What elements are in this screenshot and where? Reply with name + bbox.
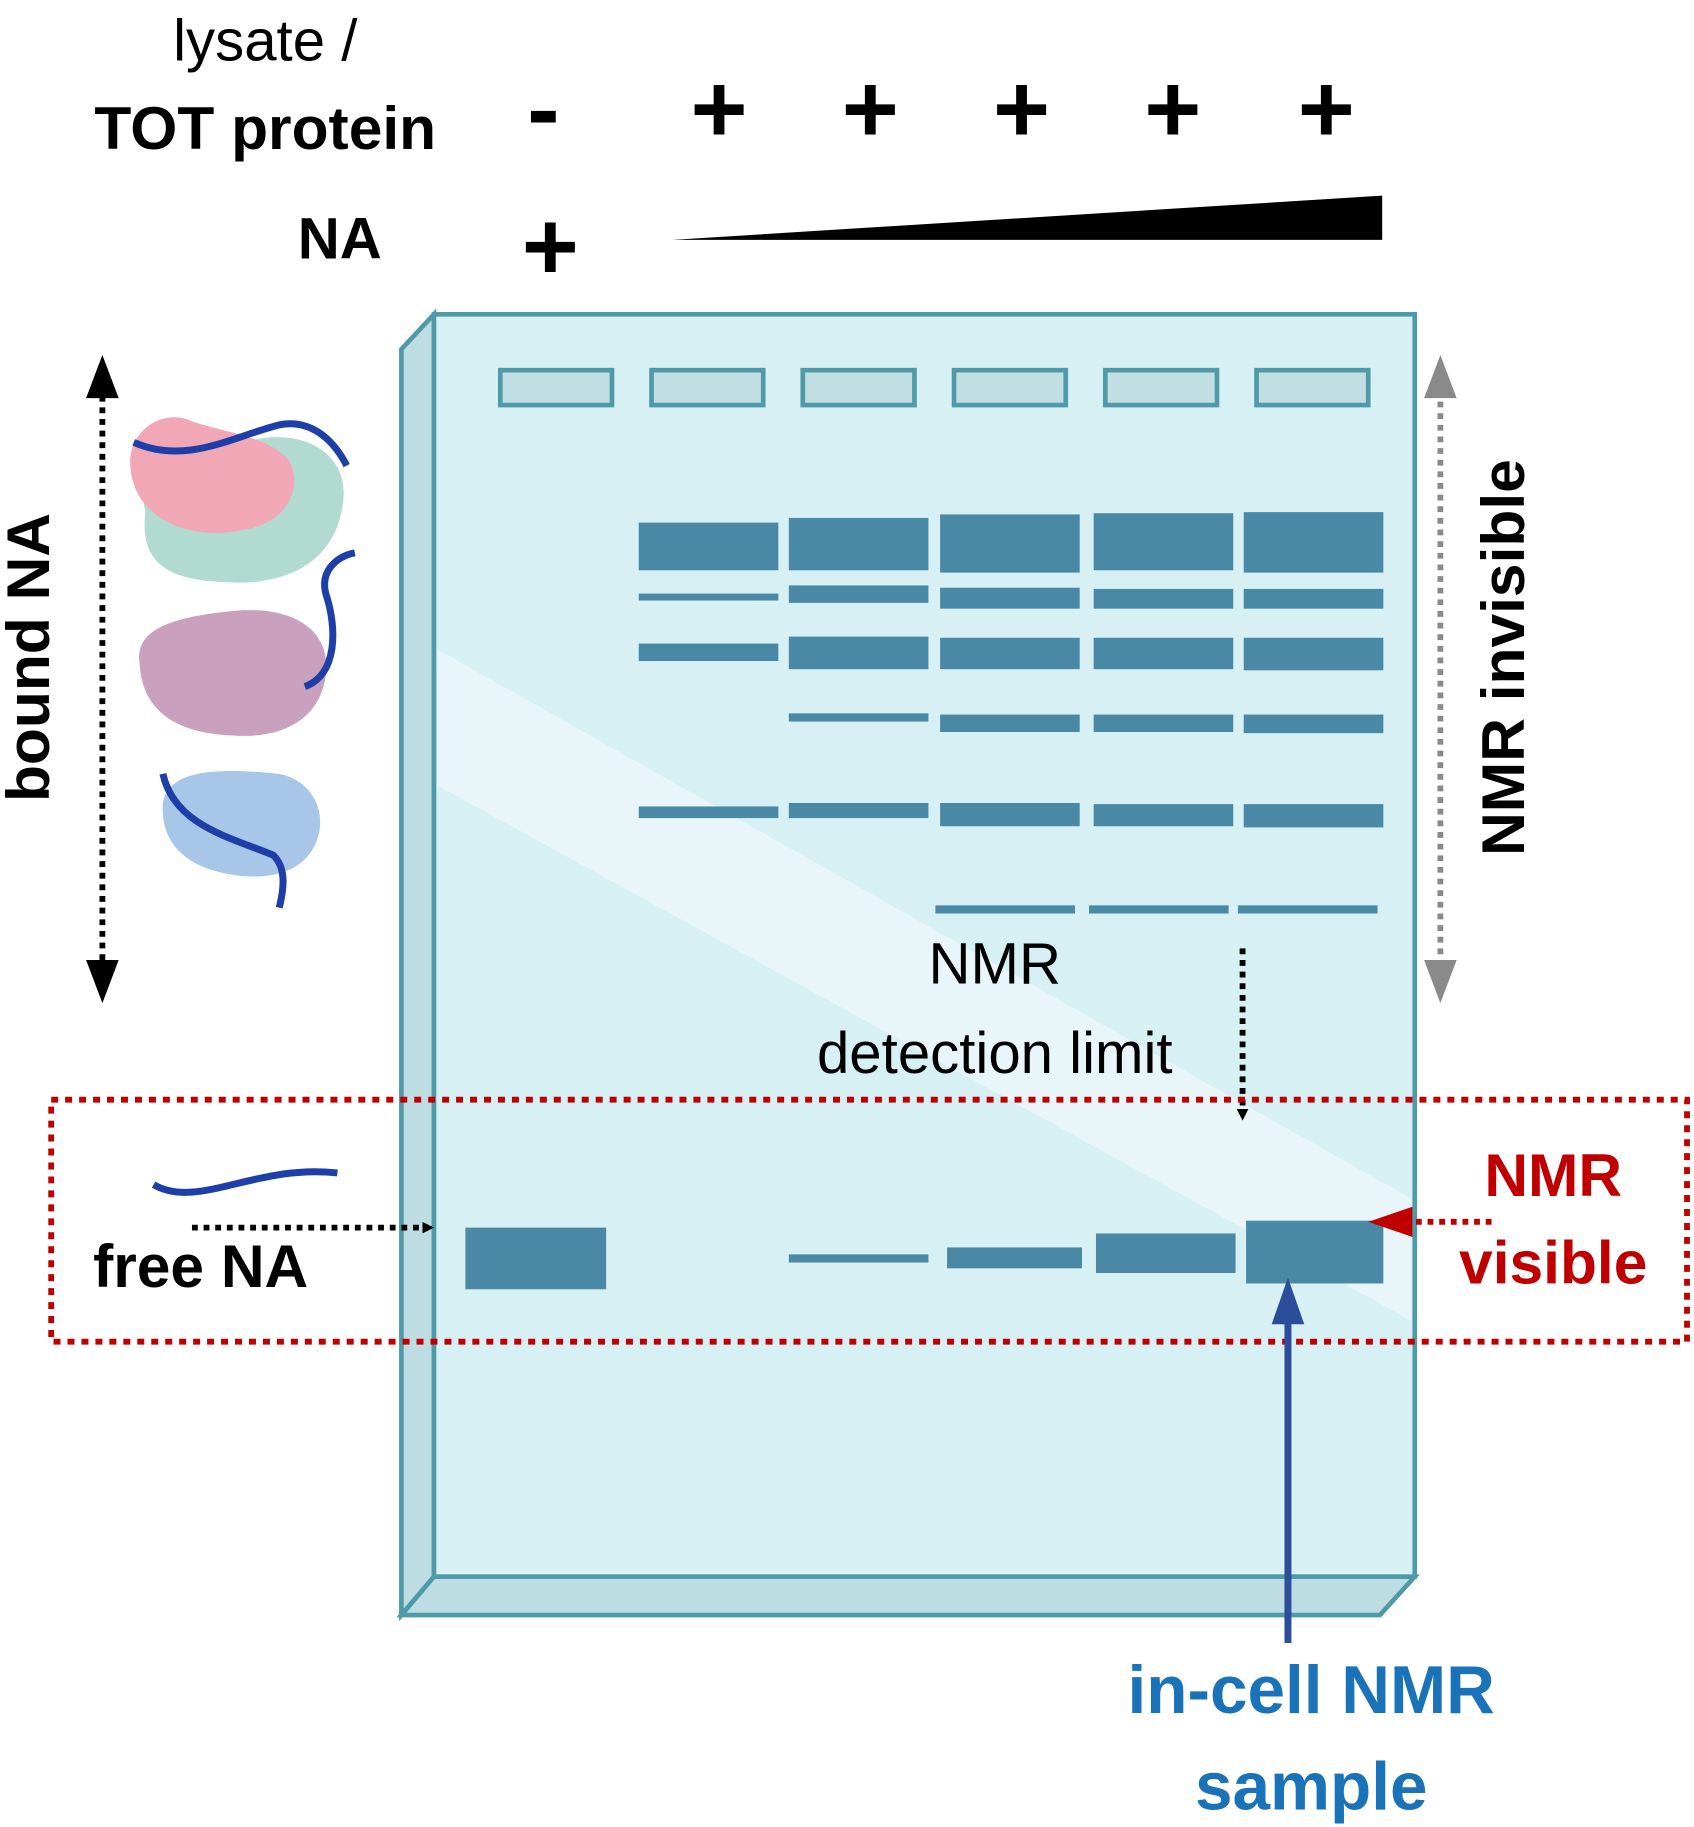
nmr-invisible-label: NMR invisible xyxy=(1469,459,1537,856)
bound-band xyxy=(788,713,929,722)
bound-band xyxy=(1093,804,1234,827)
bound-band xyxy=(638,522,779,571)
lane-signs: - + + + + + xyxy=(527,54,1355,163)
lysate-label: lysate / xyxy=(173,9,358,74)
tot-protein-label: TOT protein xyxy=(94,94,436,162)
bound-band xyxy=(1093,588,1234,609)
bound-band xyxy=(638,806,779,819)
lane-sign-1: - xyxy=(527,54,560,163)
arrow-down-icon xyxy=(86,960,119,1004)
na-label: NA xyxy=(298,206,382,271)
bound-band xyxy=(935,905,1076,914)
detection-label-1: NMR xyxy=(929,931,1061,996)
wells xyxy=(497,367,1371,408)
lane-sign-6: + xyxy=(1298,54,1355,163)
gray-arrow-down-icon xyxy=(1424,960,1457,1004)
nmr-visible-label-1: NMR xyxy=(1484,1141,1622,1209)
bound-band xyxy=(788,585,929,603)
blue-arrow-icon xyxy=(1271,1277,1305,1325)
free-na-label: free NA xyxy=(93,1232,308,1300)
lane-sign-2: + xyxy=(690,54,747,163)
detection-label-2: detection limit xyxy=(817,1021,1173,1086)
bound-band xyxy=(788,517,929,571)
free-na-band xyxy=(1095,1233,1236,1274)
well-3 xyxy=(800,367,917,408)
bound-band xyxy=(1237,905,1378,914)
bound-band xyxy=(1093,714,1234,732)
bound-band xyxy=(1243,512,1384,573)
na-gradient-wedge xyxy=(672,195,1383,240)
well-4 xyxy=(951,367,1069,408)
free-na-band xyxy=(1246,1220,1384,1284)
bound-na-label: bound NA xyxy=(0,513,62,802)
gel-bottom-face xyxy=(396,1574,1421,1618)
free-na-band xyxy=(947,1247,1083,1269)
well-2 xyxy=(649,367,766,408)
bound-band xyxy=(1243,637,1384,671)
bound-band xyxy=(638,643,779,662)
bound-band xyxy=(638,593,779,601)
bound-band xyxy=(788,802,929,819)
arrow-up-icon xyxy=(86,355,119,399)
bound-band xyxy=(940,802,1080,827)
well-5 xyxy=(1102,367,1220,408)
bound-band xyxy=(1243,804,1384,828)
gel xyxy=(396,308,1421,1622)
sample-label-2: sample xyxy=(1195,1749,1428,1824)
bands xyxy=(465,512,1384,1290)
well-6 xyxy=(1254,367,1371,408)
free-na-band xyxy=(788,1254,929,1263)
bound-band xyxy=(1093,513,1234,571)
bound-band xyxy=(1243,588,1384,609)
free-na-band xyxy=(465,1227,607,1290)
lane-sign-4: + xyxy=(993,54,1050,163)
bound-band xyxy=(940,587,1080,609)
nmr-visible-region xyxy=(48,1096,1690,1345)
na-lane1-plus: + xyxy=(522,191,579,300)
red-arrow-icon xyxy=(1368,1206,1413,1237)
nmr-visible-label-2: visible xyxy=(1459,1228,1647,1296)
gel-side-face xyxy=(399,308,437,1622)
bound-band xyxy=(940,514,1080,573)
bound-band xyxy=(1243,714,1384,734)
lane-sign-5: + xyxy=(1144,54,1201,163)
bound-band xyxy=(1089,905,1229,914)
bound-band xyxy=(940,637,1080,670)
bound-complexes-illustration xyxy=(130,417,356,1196)
sample-label-1: in-cell NMR xyxy=(1128,1653,1495,1728)
lane-sign-3: + xyxy=(842,54,899,163)
bound-band xyxy=(1093,637,1234,670)
well-1 xyxy=(497,367,615,408)
gray-arrow-up-icon xyxy=(1424,355,1457,399)
bound-band xyxy=(788,636,929,670)
bound-band xyxy=(940,714,1080,732)
